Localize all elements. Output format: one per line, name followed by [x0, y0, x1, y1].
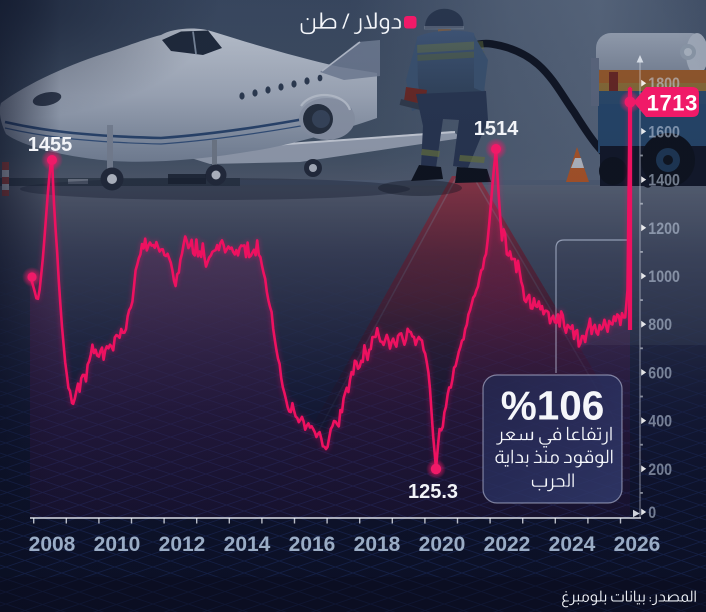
svg-text:%106: %106 — [501, 383, 605, 429]
svg-text:2024: 2024 — [549, 533, 596, 556]
svg-text:2018: 2018 — [354, 533, 401, 556]
svg-text:1713: 1713 — [647, 91, 698, 116]
svg-text:2014: 2014 — [224, 533, 271, 556]
svg-text:2012: 2012 — [159, 533, 206, 556]
svg-text:1400: 1400 — [648, 172, 680, 190]
svg-text:0: 0 — [648, 504, 656, 522]
svg-text:2008: 2008 — [29, 533, 76, 556]
svg-text:600: 600 — [648, 364, 672, 382]
svg-text:2010: 2010 — [94, 533, 141, 556]
svg-text:1600: 1600 — [648, 123, 680, 141]
svg-text:2022: 2022 — [484, 533, 531, 556]
svg-text:1000: 1000 — [648, 268, 680, 286]
svg-text:2016: 2016 — [289, 533, 336, 556]
svg-text:200: 200 — [648, 461, 672, 479]
svg-text:2020: 2020 — [419, 533, 466, 556]
svg-text:1200: 1200 — [648, 220, 680, 238]
svg-text:125.3: 125.3 — [408, 481, 458, 503]
svg-text:1514: 1514 — [474, 118, 519, 140]
svg-text:1455: 1455 — [28, 134, 73, 156]
svg-text:400: 400 — [648, 413, 672, 431]
svg-text:800: 800 — [648, 316, 672, 334]
svg-text:2026: 2026 — [614, 533, 661, 556]
